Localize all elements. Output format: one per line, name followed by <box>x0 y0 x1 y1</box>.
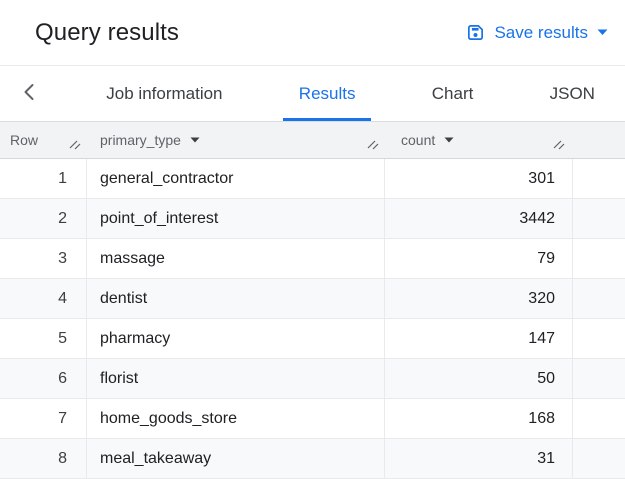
column-header-count[interactable]: count <box>385 132 573 148</box>
cell-primary-type: meal_takeaway <box>87 439 385 478</box>
cell-count: 320 <box>385 279 573 318</box>
table-row: 4 dentist 320 <box>0 279 625 319</box>
save-results-button[interactable]: Save results <box>464 19 610 47</box>
results-table: Row primary_type count <box>0 122 625 479</box>
cell-row-number: 6 <box>0 359 87 398</box>
cell-count: 147 <box>385 319 573 358</box>
table-row: 5 pharmacy 147 <box>0 319 625 359</box>
cell-filler <box>573 399 625 438</box>
column-header-row: Row <box>0 132 87 148</box>
cell-row-number: 5 <box>0 319 87 358</box>
cell-primary-type: general_contractor <box>87 159 385 198</box>
cell-primary-type: point_of_interest <box>87 199 385 238</box>
page-title: Query results <box>35 18 180 46</box>
cell-filler <box>573 199 625 238</box>
cell-filler <box>573 439 625 478</box>
column-header-row-label: Row <box>10 132 39 148</box>
chevron-left-icon <box>22 82 35 105</box>
query-results-header: Query results Save results <box>0 0 625 66</box>
sort-caret-icon[interactable] <box>444 137 454 143</box>
column-resize-handle-icon[interactable] <box>68 137 82 155</box>
cell-primary-type: florist <box>87 359 385 398</box>
cell-row-number: 8 <box>0 439 87 478</box>
cell-filler <box>573 359 625 398</box>
cell-count: 31 <box>385 439 573 478</box>
column-header-count-label: count <box>401 132 436 148</box>
cell-filler <box>573 279 625 318</box>
cell-filler <box>573 159 625 198</box>
dropdown-caret-icon <box>597 29 608 36</box>
cell-primary-type: dentist <box>87 279 385 318</box>
column-resize-handle-icon[interactable] <box>366 137 380 155</box>
cell-count: 79 <box>385 239 573 278</box>
table-body: 1 general_contractor 301 2 point_of_inte… <box>0 159 625 479</box>
tab-job-information[interactable]: Job information <box>90 66 238 121</box>
sort-caret-icon[interactable] <box>190 137 200 143</box>
cell-count: 50 <box>385 359 573 398</box>
table-row: 8 meal_takeaway 31 <box>0 439 625 479</box>
back-button[interactable] <box>10 66 46 121</box>
cell-primary-type: massage <box>87 239 385 278</box>
column-header-primary-type[interactable]: primary_type <box>87 132 385 148</box>
save-icon <box>466 23 485 42</box>
column-header-primary-type-label: primary_type <box>100 132 181 148</box>
cell-filler <box>573 319 625 358</box>
cell-primary-type: pharmacy <box>87 319 385 358</box>
table-header-row: Row primary_type count <box>0 122 625 159</box>
table-row: 6 florist 50 <box>0 359 625 399</box>
table-row: 7 home_goods_store 168 <box>0 399 625 439</box>
cell-row-number: 4 <box>0 279 87 318</box>
cell-filler <box>573 239 625 278</box>
tab-results[interactable]: Results <box>282 66 372 121</box>
cell-row-number: 2 <box>0 199 87 238</box>
results-tabbar: Job information Results Chart JSON <box>0 66 625 122</box>
cell-row-number: 1 <box>0 159 87 198</box>
cell-count: 168 <box>385 399 573 438</box>
cell-count: 301 <box>385 159 573 198</box>
cell-row-number: 3 <box>0 239 87 278</box>
cell-count: 3442 <box>385 199 573 238</box>
table-row: 3 massage 79 <box>0 239 625 279</box>
cell-primary-type: home_goods_store <box>87 399 385 438</box>
save-results-label: Save results <box>494 22 588 42</box>
cell-row-number: 7 <box>0 399 87 438</box>
tab-chart[interactable]: Chart <box>416 66 490 121</box>
table-row: 1 general_contractor 301 <box>0 159 625 199</box>
column-resize-handle-icon[interactable] <box>552 137 566 155</box>
tab-json[interactable]: JSON <box>534 66 611 121</box>
table-row: 2 point_of_interest 3442 <box>0 199 625 239</box>
